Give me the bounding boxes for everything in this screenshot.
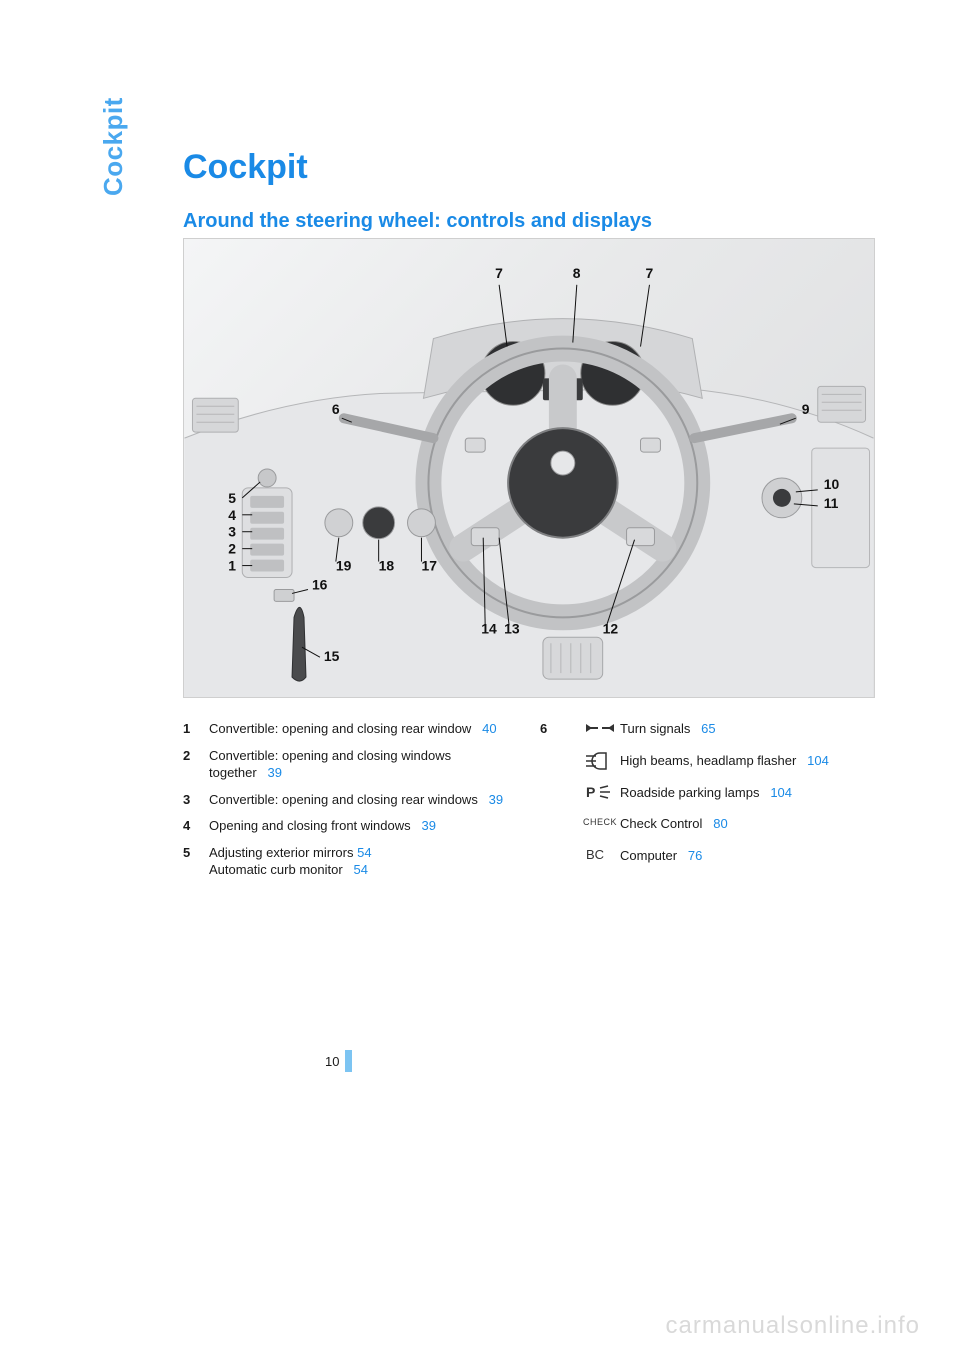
section-heading: Around the steering wheel: controls and … — [183, 210, 652, 233]
side-section-label: Cockpit — [98, 97, 129, 196]
page-ref[interactable]: 65 — [701, 721, 715, 736]
list-item: 5Adjusting exterior mirrors 54Automatic … — [183, 844, 523, 879]
callout-number: 19 — [336, 558, 352, 574]
list-item: 3Convertible: opening and closing rear w… — [183, 791, 523, 809]
svg-text:P: P — [586, 784, 595, 800]
callout-number: 18 — [379, 558, 395, 574]
callout-number: 10 — [824, 476, 840, 492]
callout-number: 14 — [481, 620, 497, 636]
callout-number: 4 — [228, 507, 236, 523]
cockpit-svg: 123456778910111213141516171819 — [184, 239, 874, 697]
list-item: P Roadside parking lamps 104 — [580, 784, 880, 802]
page-ref[interactable]: 39 — [489, 792, 503, 807]
list-text: Convertible: opening and closing rear wi… — [209, 721, 471, 736]
svg-text:BC: BC — [586, 847, 604, 861]
page-ref[interactable]: 39 — [268, 765, 282, 780]
turn-signal-icon — [580, 720, 620, 736]
page-ref[interactable]: 39 — [421, 818, 435, 833]
page-title: Cockpit — [183, 148, 308, 187]
list-text: Opening and closing front windows — [209, 818, 411, 833]
list-text: Turn signals — [620, 721, 690, 736]
page-ref[interactable]: 54 — [357, 845, 371, 860]
list-text: Check Control — [620, 816, 702, 831]
callout-list-right: 6 Turn signals 65 High beams, headlamp f… — [540, 720, 880, 878]
callout-number: 5 — [228, 490, 236, 506]
page-number-bar — [345, 1050, 352, 1072]
callout-number: 1 — [228, 558, 236, 574]
list-text: Convertible: opening and closing windows… — [209, 748, 451, 781]
list-item: Turn signals 65 — [580, 720, 880, 738]
svg-text:CHECK: CHECK — [583, 817, 617, 827]
callout-number: 7 — [495, 265, 503, 281]
cockpit-diagram: 123456778910111213141516171819 — [183, 238, 875, 698]
callout-number: 2 — [228, 541, 236, 557]
list-number: 6 — [540, 720, 566, 738]
callout-number: 11 — [824, 495, 839, 511]
list-item: High beams, headlamp flasher 104 — [580, 752, 880, 770]
callout-number: 12 — [603, 620, 619, 636]
callout-number: 15 — [324, 648, 340, 664]
high-beam-icon — [580, 752, 620, 770]
list-text: High beams, headlamp flasher — [620, 753, 796, 768]
page-ref[interactable]: 40 — [482, 721, 496, 736]
callout-number: 13 — [504, 620, 520, 636]
watermark: carmanualsonline.info — [0, 1312, 960, 1340]
parking-lamp-icon: P — [580, 784, 620, 800]
callout-list-left: 1Convertible: opening and closing rear w… — [183, 720, 523, 888]
callout-number: 3 — [228, 524, 236, 540]
list-item: 4Opening and closing front windows 39 — [183, 817, 523, 835]
list-item: 2Convertible: opening and closing window… — [183, 747, 523, 782]
list-text: Automatic curb monitor — [209, 862, 343, 877]
page-ref[interactable]: 54 — [354, 862, 368, 877]
page-ref[interactable]: 104 — [770, 785, 792, 800]
list-text: Adjusting exterior mirrors — [209, 845, 357, 860]
list-text: Convertible: opening and closing rear wi… — [209, 792, 478, 807]
list-item: CHECK Check Control 80 — [580, 815, 880, 833]
page-ref[interactable]: 104 — [807, 753, 829, 768]
page-ref[interactable]: 76 — [688, 848, 702, 863]
check-icon: CHECK — [580, 815, 620, 827]
callout-number: 17 — [421, 558, 437, 574]
callout-number: 9 — [802, 401, 810, 417]
page-number: 10 — [325, 1050, 352, 1072]
list-item: 1Convertible: opening and closing rear w… — [183, 720, 523, 738]
list-item: BC Computer 76 — [580, 847, 880, 865]
bc-icon: BC — [580, 847, 620, 861]
page-ref[interactable]: 80 — [713, 816, 727, 831]
callout-number: 7 — [645, 265, 653, 281]
callout-number: 16 — [312, 576, 328, 592]
callout-number: 6 — [332, 401, 340, 417]
callout-number: 8 — [573, 265, 581, 281]
list-text: Roadside parking lamps — [620, 785, 759, 800]
list-text: Computer — [620, 848, 677, 863]
